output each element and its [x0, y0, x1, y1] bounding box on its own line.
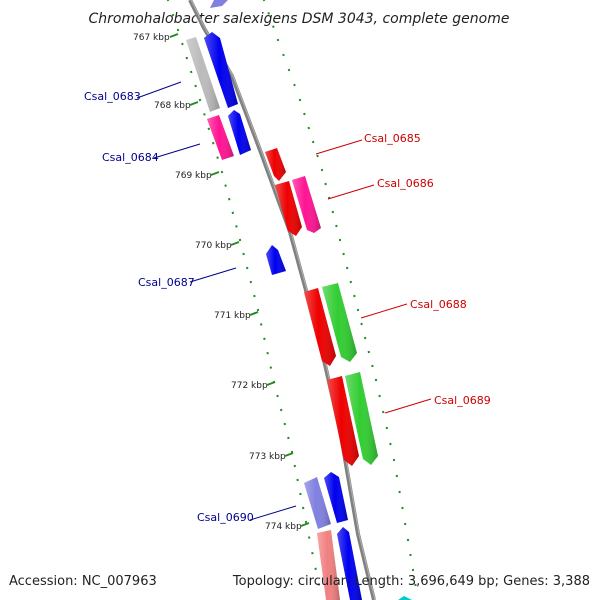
scale-tick — [194, 84, 197, 88]
scale-tick — [311, 140, 315, 144]
scale-tick — [235, 225, 238, 228]
scale-tick — [307, 126, 311, 130]
gene-feature[interactable] — [275, 181, 302, 236]
scale-label: 772 kbp — [231, 381, 268, 391]
scale-tick — [185, 56, 189, 60]
gene-label[interactable]: Csal_0690 — [197, 511, 254, 524]
scale-tick — [272, 25, 275, 28]
gene-feature[interactable] — [304, 288, 336, 366]
scale-tick — [181, 42, 184, 46]
gene-feature[interactable] — [327, 376, 359, 466]
gene-label[interactable]: Csal_0686 — [377, 177, 434, 190]
scale-tick — [198, 98, 202, 102]
gene-feature[interactable] — [292, 176, 321, 233]
scale-label: 767 kbp — [133, 33, 170, 43]
scale-tick — [231, 211, 235, 215]
genome-summary-text: Topology: circular; Length: 3,696,649 bp… — [232, 574, 590, 589]
scale-label: 768 kbp — [154, 101, 191, 111]
scale-tick — [211, 141, 215, 145]
gene-feature[interactable] — [210, 0, 228, 8]
map-title: Chromohalobacter salexigens DSM 3043, co… — [89, 11, 510, 27]
scale-tick — [293, 83, 296, 87]
scale-tick — [176, 28, 180, 32]
gene-feature[interactable] — [266, 245, 286, 275]
gene-feature[interactable] — [398, 596, 412, 600]
scale-tick — [224, 184, 227, 187]
gene-feature[interactable] — [304, 477, 331, 529]
scale-tick — [189, 70, 193, 74]
gene-feature[interactable] — [204, 32, 238, 108]
gene-feature[interactable] — [324, 472, 348, 523]
gene-feature[interactable] — [317, 530, 340, 600]
gene-label[interactable]: Csal_0687 — [138, 276, 195, 289]
scale-tick — [298, 98, 302, 102]
scale-tick — [267, 12, 270, 15]
gene-label[interactable]: Csal_0685 — [364, 132, 421, 145]
scale-label: 771 kbp — [214, 311, 251, 321]
outer-scale-ticks — [262, 0, 417, 587]
gene-feature[interactable] — [345, 372, 378, 465]
inner-scale-ticks — [166, 0, 320, 586]
scale-labels: 767 kbp 768 kbp 769 kbp 770 kbp 771 kbp … — [133, 33, 302, 532]
scale-tick — [316, 154, 319, 158]
gene-feature[interactable] — [265, 148, 286, 181]
scale-tick — [303, 112, 306, 116]
scale-label-ticks — [169, 33, 310, 527]
gene-label[interactable]: Csal_0688 — [410, 298, 467, 311]
gene-label[interactable]: Csal_0684 — [102, 151, 159, 164]
scale-tick — [287, 68, 291, 72]
scale-tick — [282, 53, 285, 57]
scale-label: 774 kbp — [265, 522, 302, 532]
gene-feature[interactable] — [207, 115, 234, 160]
gene-feature[interactable] — [337, 527, 362, 600]
gene-feature[interactable] — [322, 283, 357, 362]
scale-tick — [166, 0, 170, 2]
gene-feature[interactable] — [186, 37, 220, 112]
gene-feature[interactable] — [228, 110, 251, 155]
scale-tick — [262, 0, 266, 2]
scale-tick — [227, 197, 231, 201]
scale-label: 770 kbp — [195, 241, 232, 251]
scale-label: 773 kbp — [249, 452, 286, 462]
gene-label-group: Csal_0683 Csal_0684 Csal_0685 Csal_0686 … — [84, 81, 491, 524]
scale-tick — [216, 156, 219, 159]
accession-text: Accession: NC_007963 — [9, 574, 157, 589]
scale-tick — [171, 13, 175, 17]
scale-tick — [276, 38, 280, 42]
gene-label[interactable]: Csal_0689 — [434, 394, 491, 407]
scale-tick — [220, 170, 224, 174]
scale-label: 769 kbp — [175, 171, 212, 181]
gene-label[interactable]: Csal_0683 — [84, 90, 141, 103]
scale-tick — [203, 113, 206, 116]
scale-tick — [207, 127, 211, 131]
